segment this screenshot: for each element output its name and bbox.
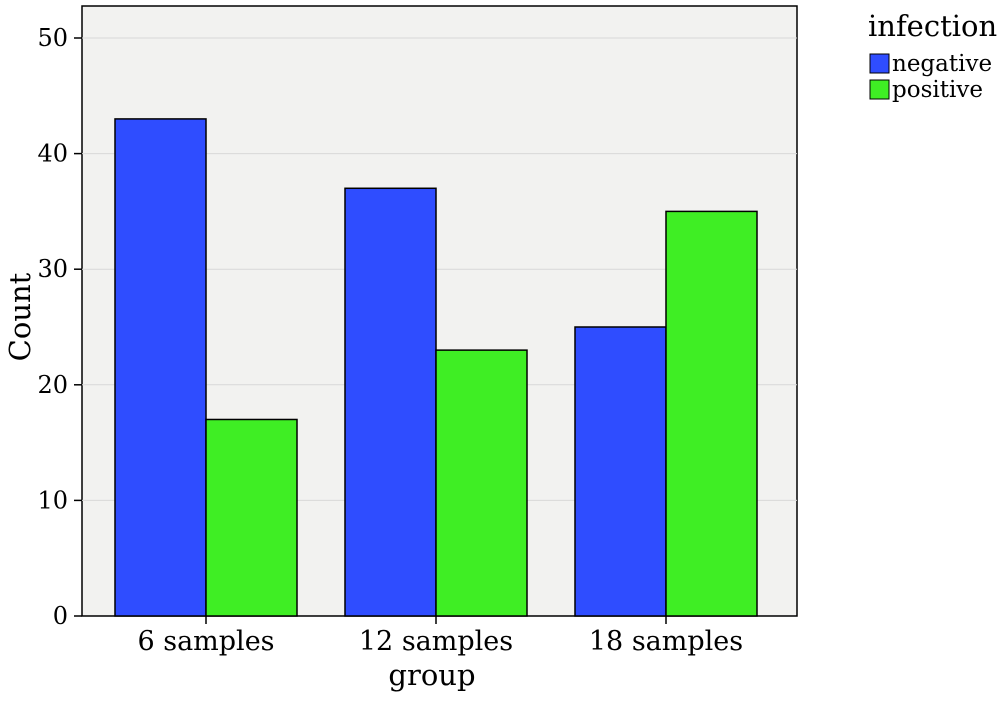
bar-negative bbox=[114, 118, 207, 617]
y-tick-label: 20 bbox=[37, 371, 68, 399]
bars bbox=[114, 118, 758, 617]
legend-label-negative: negative bbox=[892, 51, 992, 77]
x-tick-label: 6 samples bbox=[137, 626, 274, 657]
y-tick-label: 40 bbox=[37, 140, 68, 168]
bar-negative bbox=[574, 326, 667, 617]
y-tick-label: 30 bbox=[37, 255, 68, 283]
legend-title: infection bbox=[868, 9, 997, 43]
bar-positive bbox=[665, 210, 758, 617]
x-tick-label: 12 samples bbox=[359, 626, 513, 657]
y-axis: 0 10 20 30 40 50 bbox=[37, 24, 82, 630]
x-tick-label: 18 samples bbox=[589, 626, 743, 657]
legend-swatch-positive bbox=[869, 79, 890, 100]
y-tick-label: 50 bbox=[37, 24, 68, 52]
bar-positive bbox=[205, 418, 298, 617]
y-tick-label: 10 bbox=[37, 486, 68, 514]
x-axis: 6 samples 12 samples 18 samples bbox=[137, 616, 743, 657]
y-tick-label: 0 bbox=[53, 602, 68, 630]
legend-label-positive: positive bbox=[892, 77, 983, 103]
y-axis-title: Count bbox=[3, 272, 37, 361]
bar-positive bbox=[435, 349, 528, 617]
x-axis-title: group bbox=[388, 658, 475, 692]
legend-swatch-negative bbox=[869, 53, 890, 74]
bar-negative bbox=[344, 187, 437, 617]
